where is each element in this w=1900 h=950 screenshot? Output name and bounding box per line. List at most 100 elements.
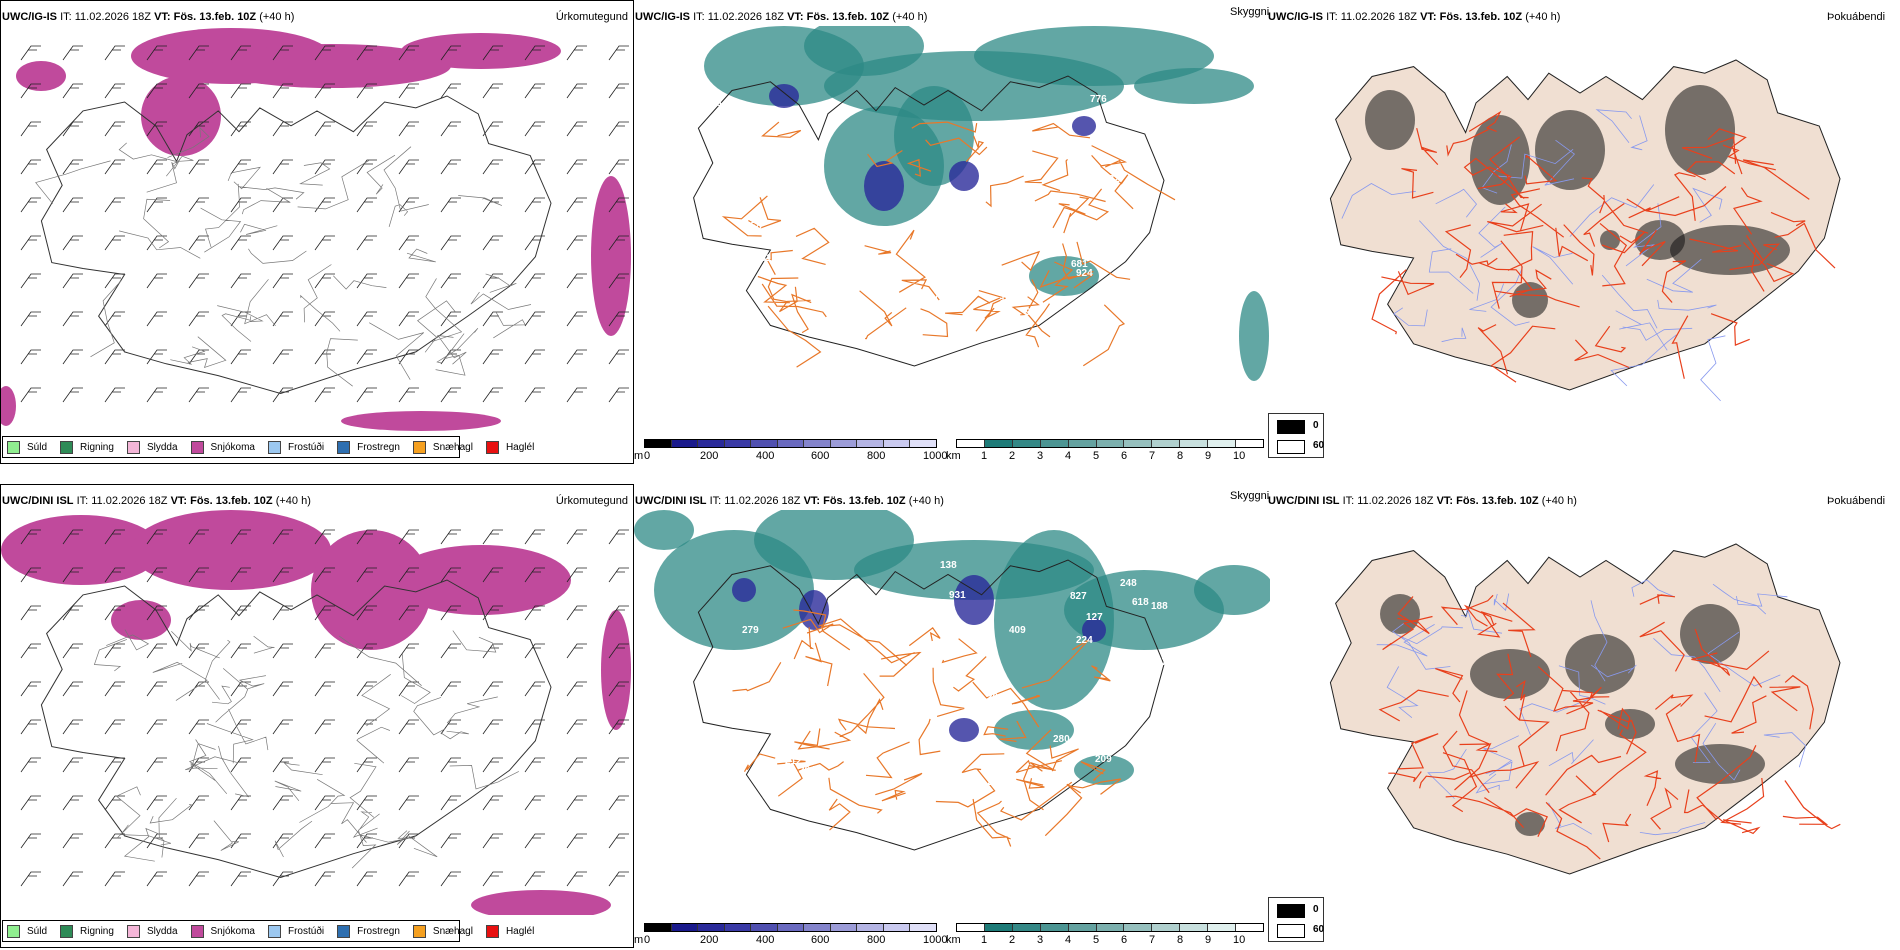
visibility-value-label: 258 [801,236,818,247]
visibility-value-label: 776 [1090,94,1107,105]
colorbar-tick-label: 1000 [923,450,948,462]
legend-swatch [412,924,426,938]
fog-patch [1380,594,1420,634]
colorbar-cell [1096,924,1125,931]
lead-time: (+40 h) [1525,11,1561,23]
colorbar-cell [777,440,805,447]
vt-label: VT: Fös. 13.feb. 10Z [1436,495,1539,507]
visibility-value-label: 138 [940,560,957,571]
fog-patch [1535,110,1605,190]
vis-panel-title: UWC/DINI ISL IT: 11.02.2026 18Z VT: Fös.… [635,495,944,507]
colorbar-cell [1096,440,1125,447]
colorbar-cell [830,440,858,447]
colorbar-tick-label: 6 [1121,450,1128,462]
visibility-value-label: 198 [959,280,976,291]
fog-index-legend: 0 60 [1268,413,1324,458]
colorbar-cell [910,440,937,447]
fog-patch [1470,115,1530,205]
legend-swatch [60,440,74,454]
model-name: UWC/IG-IS [635,11,690,23]
low-visibility-patch [994,530,1114,710]
colorbar-tick-label: 2 [1009,450,1016,462]
colorbar-cell [1012,440,1041,447]
legend-swatch [7,924,20,938]
it-value: 11.02.2026 18Z [1340,11,1417,23]
snow-area-patch [391,545,571,615]
fog-index-legend: 0 60 [1268,897,1324,942]
colorbar-cell [1208,924,1237,931]
roads-rivers [93,629,519,869]
visibility-value-label: 290 [1205,174,1222,185]
model-name: UWC/DINI ISL [1268,495,1340,507]
low-visibility-patch [1029,256,1099,296]
colorbar-tick-label: 200 [700,934,719,946]
legend-item: Frostúði [267,924,324,938]
precip-type-legend: Súld Rigning Slydda Snjókoma Frostúði Frostre… [2,920,534,942]
colorbar-cell [751,440,778,447]
fog-legend-swatch [1277,440,1305,454]
legend-swatch [412,440,426,454]
fog-index-map [1329,59,1841,402]
fog-patch [1605,709,1655,739]
colorbar-tick-label: 800 [867,450,886,462]
colorbar-cell [957,440,985,447]
fog-patch [1365,90,1415,150]
colorbar-tick-label: 400 [756,450,775,462]
fog-patch [1675,744,1765,784]
colorbar-cell [957,924,985,931]
fog-panel-title: UWC/IG-IS IT: 11.02.2026 18Z VT: Fös. 13… [1268,11,1560,23]
colorbar-cell [698,924,725,931]
colorbar-cell [804,924,831,931]
snow-area-patch [131,510,331,590]
colorbar-tick-label: 3 [1037,450,1044,462]
colorbar-tick-label: 2 [1009,934,1016,946]
colorbar-tick-label: 1 [981,934,988,946]
visibility-value-label: 611 [918,644,935,655]
legend-item: Slydda [126,440,178,454]
cloud-base-patch [949,161,979,191]
lead-time: (+40 h) [275,495,311,507]
visibility-value-label: 377 [1156,657,1173,668]
visibility-value-label: 200 [987,777,1004,788]
fog-legend-label: 0 [1313,420,1319,431]
colorbar-tick-label: 4 [1065,934,1072,946]
wind-barb-set [20,529,629,887]
colorbar-cell [830,924,858,931]
it-value: 11.02.2026 18Z [74,11,151,23]
colorbar-tick-label: 400 [756,934,775,946]
cloud-base-area [732,575,1106,742]
legend-swatch [190,440,204,454]
fog-patch [1680,604,1740,664]
precip-type-map [1,510,631,915]
colorbar-tick-label: 8 [1177,450,1184,462]
colorbar-cell [883,440,911,447]
model-name: UWC/DINI ISL [2,495,74,507]
fog-patch [1665,85,1735,175]
colorbar-cell [1068,924,1097,931]
visibility-colorbar: km 1 2 3 4 5 6 7 8 9 10 [946,923,1266,947]
colorbar-tick-label: 7 [1149,450,1156,462]
legend-item: Slydda [126,924,178,938]
visibility-value-label: 612 [771,735,788,746]
legend-label: Rigning [80,925,114,937]
cloud-base-patch [769,84,799,108]
lead-time: (+40 h) [908,495,944,507]
visibility-value-label: 282 [1103,174,1120,185]
vt-label: VT: Fös. 13.feb. 10Z [1420,11,1523,23]
iceland-outline [40,95,552,395]
colorbar-tick-label: 4 [1065,450,1072,462]
snow-area [1,28,631,431]
cloud-base-patch [954,575,994,625]
snow-area-patch [471,890,611,915]
colorbar-tick-label: 0 [644,934,651,946]
precip-panel-frame [0,0,634,464]
low-visibility-patch [1239,291,1269,381]
fog-patch [1600,230,1620,250]
it-label: IT: [1342,495,1355,507]
visibility-value-label: 209 [1095,754,1112,765]
colorbar-cell [1236,924,1263,931]
iceland-outline [693,75,1165,367]
precip-variable-label: Úrkomutegund [555,11,628,23]
fog-panel-title: UWC/DINI ISL IT: 11.02.2026 18Z VT: Fös.… [1268,495,1577,507]
it-label: IT: [1326,11,1338,23]
